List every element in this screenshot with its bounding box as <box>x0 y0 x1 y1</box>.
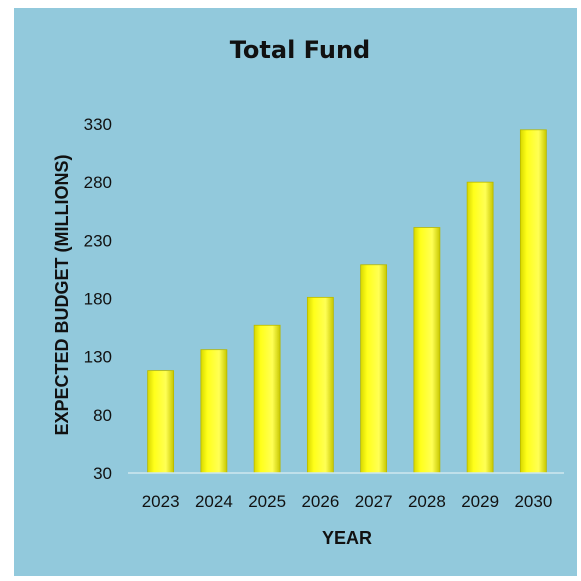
x-tick-label: 2024 <box>195 492 233 511</box>
bars <box>147 129 547 474</box>
x-axis-ticks: 2023 2024 2025 2026 2027 2028 2029 2030 <box>142 492 553 511</box>
bar-2030 <box>519 129 547 474</box>
y-tick-label: 280 <box>84 173 112 192</box>
x-tick-label: 2029 <box>461 492 499 511</box>
y-tick-label: 180 <box>84 290 112 309</box>
bar-2027 <box>360 264 388 474</box>
chart-title: Total Fund <box>230 36 370 64</box>
bar-2028 <box>413 227 441 474</box>
x-tick-label: 2025 <box>248 492 286 511</box>
y-tick-label: 80 <box>93 406 112 425</box>
bar-2025 <box>253 324 281 474</box>
y-tick-label: 130 <box>84 348 112 367</box>
y-axis-label: EXPECTED BUDGET (MILLIONS) <box>52 154 72 435</box>
y-axis-ticks: 30 80 130 180 230 280 330 <box>84 115 112 483</box>
bar-2026 <box>306 296 334 474</box>
x-tick-label: 2026 <box>301 492 339 511</box>
x-tick-label: 2030 <box>514 492 552 511</box>
x-tick-label: 2027 <box>355 492 393 511</box>
bar-2029 <box>466 181 494 474</box>
chart-panel: Total Fund 30 80 130 180 230 280 330 2023 2024 2… <box>14 8 577 576</box>
bar-2023 <box>147 370 175 474</box>
y-tick-label: 230 <box>84 231 112 250</box>
bar-2024 <box>200 349 228 474</box>
y-tick-label: 330 <box>84 115 112 134</box>
y-tick-label: 30 <box>93 464 112 483</box>
x-tick-label: 2023 <box>142 492 180 511</box>
x-axis-label: YEAR <box>322 528 372 548</box>
x-tick-label: 2028 <box>408 492 446 511</box>
